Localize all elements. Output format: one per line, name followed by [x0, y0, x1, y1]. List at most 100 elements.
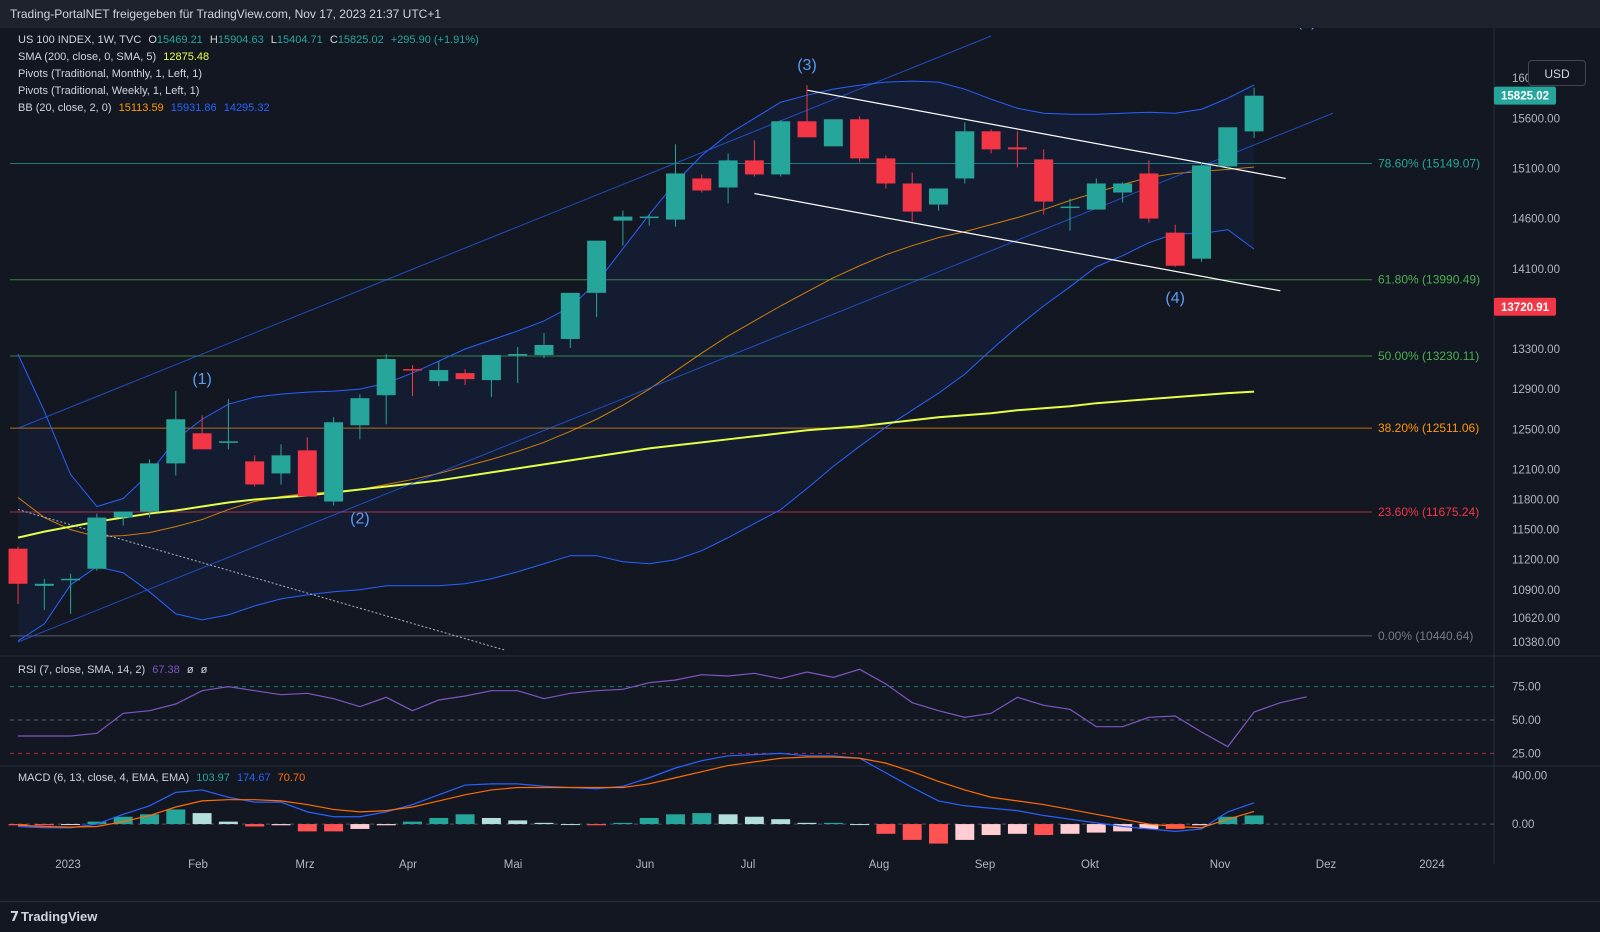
- macd-histogram-bar: [1244, 815, 1264, 825]
- fib-label: 61.80% (13990.49): [1378, 273, 1480, 287]
- y-tick-label: 12900.00: [1512, 384, 1560, 396]
- x-axis-label: Mrz: [295, 859, 314, 871]
- y-tick-label: 12500.00: [1512, 424, 1560, 436]
- pivot-monthly-legend[interactable]: Pivots (Traditional, Monthly, 1, Left, 1…: [18, 66, 479, 83]
- tradingview-logo[interactable]: 𝟳 TradingView: [10, 909, 98, 924]
- candle-body: [823, 119, 843, 147]
- bb-legend[interactable]: BB (20, close, 2, 0) 15113.59 15931.86 1…: [18, 100, 479, 117]
- candle-body: [87, 517, 107, 569]
- candle-body: [587, 240, 607, 293]
- chart-canvas[interactable]: 16000.0015600.0015100.0014600.0014100.00…: [0, 28, 1600, 901]
- candle-body: [429, 370, 449, 382]
- macd-histogram-bar: [324, 824, 344, 832]
- macd-histogram-bar: [797, 822, 817, 825]
- candle-body: [1139, 173, 1159, 219]
- y-tick-label: 13300.00: [1512, 344, 1560, 356]
- main-legend: US 100 INDEX, 1W, TVC O15469.21 H15904.6…: [18, 32, 479, 117]
- macd-histogram-bar: [140, 814, 159, 825]
- macd-histogram-bar: [534, 822, 554, 825]
- fib-label: 23.60% (11675.24): [1378, 505, 1479, 519]
- y-tick-label: 12100.00: [1512, 464, 1560, 476]
- macd-line-value: 174.67: [236, 772, 271, 784]
- candle-body: [8, 548, 28, 584]
- macd-histogram-bar: [876, 824, 896, 834]
- candle-body: [455, 373, 475, 380]
- fib-label: 0.00% (10440.64): [1378, 629, 1473, 643]
- candle-body: [639, 216, 659, 219]
- x-axis-label: 2023: [55, 859, 81, 871]
- price-badge: [1494, 86, 1556, 105]
- x-axis-label: Sep: [975, 859, 995, 871]
- candle-body: [481, 355, 501, 381]
- sma-legend[interactable]: SMA (200, close, 0, SMA, 5) 12875.48: [18, 49, 479, 66]
- price-badge-label: 15825.02: [1501, 91, 1549, 103]
- x-axis-label: Jun: [636, 859, 655, 871]
- rsi-line: [18, 668, 1307, 748]
- currency-selector[interactable]: USD: [1528, 60, 1586, 86]
- y-tick-label: 15600.00: [1512, 113, 1560, 125]
- pivot-weekly-legend[interactable]: Pivots (Traditional, Weekly, 1, Left, 1): [18, 83, 479, 100]
- macd-histogram-bar: [744, 816, 764, 825]
- macd-hist-value: 103.97: [196, 772, 230, 784]
- candle-body: [376, 359, 396, 396]
- pivot-weekly-label: Pivots (Traditional, Weekly, 1, Left, 1): [18, 85, 200, 97]
- macd-legend[interactable]: MACD (6, 13, close, 4, EMA, EMA) 103.97 …: [18, 770, 305, 787]
- candle-body: [113, 511, 133, 518]
- elliott-wave-label: (3): [797, 57, 817, 74]
- footer: 𝟳 TradingView: [0, 901, 1600, 932]
- candle-body: [718, 160, 738, 188]
- macd-histogram-bar: [823, 822, 843, 825]
- symbol-line[interactable]: US 100 INDEX, 1W, TVC O15469.21 H15904.6…: [18, 32, 479, 49]
- candle-body: [297, 450, 317, 497]
- candle-body: [692, 178, 712, 191]
- sma-label: SMA (200, close, 0, SMA, 5): [18, 51, 157, 63]
- macd-histogram-bar: [692, 813, 712, 825]
- chart-area[interactable]: 16000.0015600.0015100.0014600.0014100.00…: [0, 28, 1600, 901]
- macd-histogram-bar: [902, 824, 922, 840]
- x-axis-label: Okt: [1081, 859, 1100, 871]
- candle-body: [955, 131, 975, 179]
- sma-value: 12875.48: [163, 51, 210, 63]
- candle-body: [245, 461, 265, 485]
- macd-histogram-bar: [560, 824, 580, 826]
- ohlc-open: O15469.21: [148, 34, 203, 46]
- rsi-value: 67.38: [152, 664, 180, 676]
- macd-histogram-bar: [87, 821, 107, 825]
- bb-basis-value: 15113.59: [118, 102, 164, 114]
- x-axis-label: Dez: [1316, 859, 1337, 871]
- x-axis-label: Jul: [741, 859, 756, 871]
- x-axis-label: Mai: [504, 859, 523, 871]
- elliott-wave-label: (2): [350, 511, 370, 528]
- macd-histogram-bar: [245, 824, 265, 827]
- falling-wedge-upper: [806, 89, 1286, 180]
- symbol-name: US 100 INDEX, 1W, TVC: [18, 34, 142, 46]
- rsi-legend[interactable]: RSI (7, close, SMA, 14, 2) 67.38 ø ø: [18, 662, 207, 679]
- rsi-extra-value: ø: [200, 664, 208, 676]
- candle-body: [1086, 183, 1106, 210]
- macd-histogram-bar: [350, 824, 370, 829]
- y-tick-label: 15100.00: [1512, 163, 1560, 175]
- candle-body: [1218, 127, 1238, 167]
- macd-histogram-bar: [1060, 824, 1080, 834]
- candle-body: [981, 131, 1001, 150]
- macd-histogram-bar: [587, 824, 607, 826]
- macd-histogram-bar: [113, 816, 133, 825]
- y-tick-label: 10380.00: [1512, 637, 1560, 649]
- trend-channel-lower: [17, 112, 1334, 643]
- macd-label: MACD (6, 13, close, 4, EMA, EMA): [18, 772, 190, 784]
- sma200-line: [17, 390, 1255, 539]
- macd-histogram-bar: [1113, 824, 1133, 832]
- bb-lower-value: 14295.32: [223, 102, 270, 114]
- candle-body: [797, 121, 817, 138]
- candle-body: [876, 158, 896, 184]
- macd-histogram-bar: [34, 824, 54, 826]
- x-axis-label: Aug: [869, 859, 889, 871]
- rsi-label: RSI (7, close, SMA, 14, 2): [18, 664, 146, 676]
- macd-histogram-bar: [771, 819, 791, 825]
- macd-histogram-bar: [8, 824, 28, 826]
- bollinger-lower-line: [17, 229, 1255, 642]
- macd-tick-label: 400.00: [1512, 770, 1547, 782]
- candle-body: [1244, 95, 1264, 132]
- candle-body: [666, 173, 685, 220]
- candle-body: [166, 419, 186, 464]
